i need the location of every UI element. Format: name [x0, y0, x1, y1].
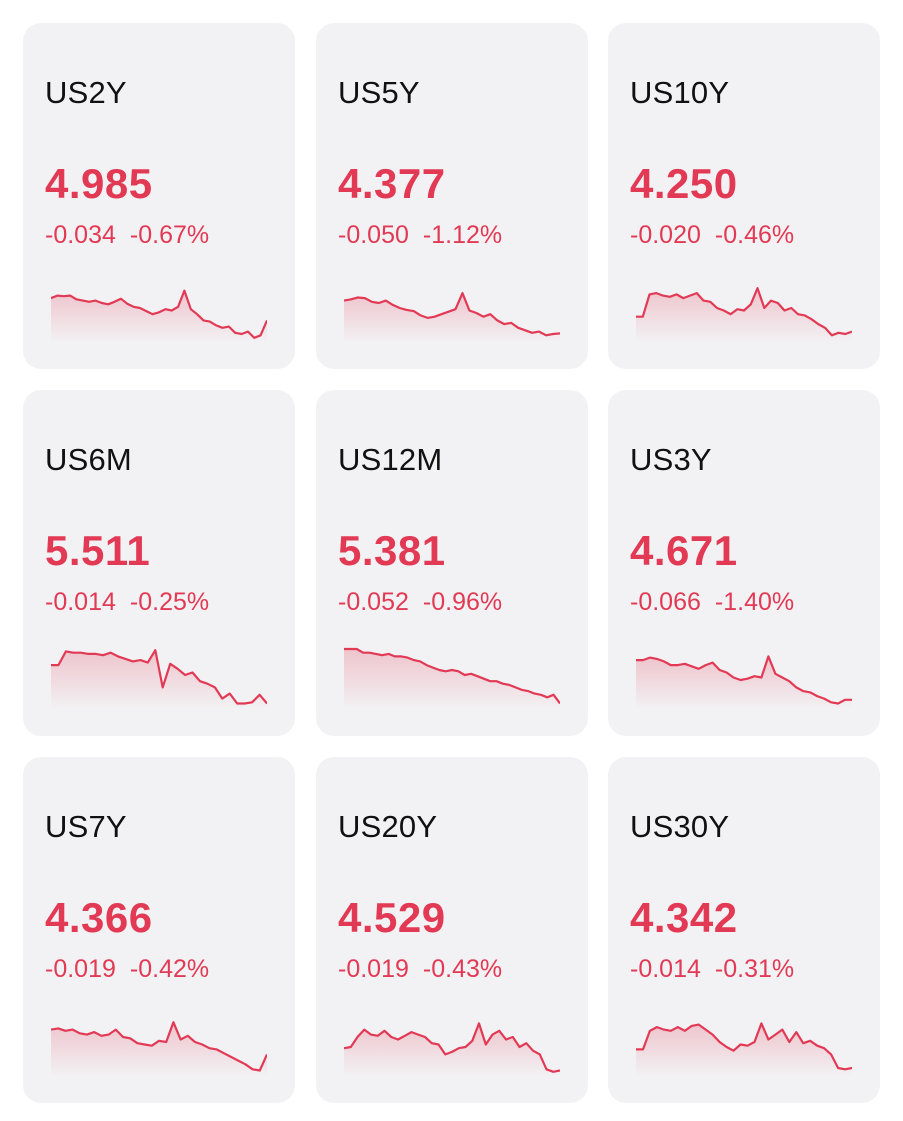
ticker-change: -0.020 — [630, 221, 701, 249]
sparkline-area — [636, 656, 852, 710]
sparkline-chart — [636, 287, 852, 343]
ticker-symbol: US2Y — [45, 75, 127, 110]
sparkline-chart — [636, 1022, 852, 1077]
ticker-change-pct: -1.40% — [714, 588, 795, 616]
ticker-change-pct: -0.96% — [422, 588, 503, 616]
ticker-changes: -0.034 -0.67% — [45, 221, 209, 250]
ticker-changes: -0.014 -0.25% — [45, 588, 209, 617]
ticker-change: -0.019 — [45, 955, 116, 983]
ticker-change: -0.019 — [338, 955, 409, 983]
ticker-change-pct: -0.42% — [129, 955, 210, 983]
ticker-change-pct: -0.67% — [129, 221, 210, 249]
sparkline-line — [636, 287, 852, 337]
ticker-price: 4.671 — [630, 527, 738, 574]
sparkline-line — [51, 649, 267, 705]
sparkline-chart — [51, 1021, 267, 1077]
ticker-price: 5.511 — [45, 527, 151, 574]
ticker-card-us2y[interactable]: US2Y 4.985 -0.034 -0.67% — [23, 23, 295, 369]
ticker-change-pct: -0.46% — [714, 221, 795, 249]
sparkline-area — [51, 1022, 267, 1077]
ticker-card-us20y[interactable]: US20Y 4.529 -0.019 -0.43% — [316, 757, 588, 1103]
ticker-price: 4.985 — [45, 160, 153, 207]
sparkline-line — [636, 1022, 852, 1071]
sparkline-line — [51, 289, 267, 339]
ticker-symbol: US12M — [338, 442, 443, 477]
ticker-card-us6m[interactable]: US6M 5.511 -0.014 -0.25% — [23, 390, 295, 736]
ticker-price: 4.366 — [45, 894, 153, 941]
ticker-changes: -0.020 -0.46% — [630, 221, 794, 250]
ticker-card-us12m[interactable]: US12M 5.381 -0.052 -0.96% — [316, 390, 588, 736]
sparkline-area — [51, 650, 267, 710]
sparkline-chart — [636, 655, 852, 710]
ticker-symbol: US7Y — [45, 809, 127, 844]
ticker-price: 5.381 — [338, 527, 446, 574]
ticker-card-us7y[interactable]: US7Y 4.366 -0.019 -0.42% — [23, 757, 295, 1103]
ticker-change-pct: -1.12% — [422, 221, 503, 249]
ticker-change-pct: -0.43% — [422, 955, 503, 983]
ticker-symbol: US10Y — [630, 75, 730, 110]
ticker-changes: -0.052 -0.96% — [338, 588, 502, 617]
ticker-symbol: US5Y — [338, 75, 420, 110]
sparkline-line — [344, 1022, 560, 1073]
ticker-change-pct: -0.31% — [714, 955, 795, 983]
sparkline-area — [344, 293, 560, 343]
ticker-symbol: US30Y — [630, 809, 730, 844]
sparkline-area — [344, 649, 560, 710]
ticker-price: 4.529 — [338, 894, 446, 941]
ticker-symbol: US6M — [45, 442, 132, 477]
sparkline-chart — [344, 1022, 560, 1077]
ticker-symbol: US20Y — [338, 809, 438, 844]
ticker-card-us3y[interactable]: US3Y 4.671 -0.066 -1.40% — [608, 390, 880, 736]
ticker-change: -0.034 — [45, 221, 116, 249]
ticker-changes: -0.014 -0.31% — [630, 955, 794, 984]
ticker-changes: -0.050 -1.12% — [338, 221, 502, 250]
sparkline-area — [636, 288, 852, 343]
sparkline-chart — [51, 289, 267, 343]
sparkline-chart — [344, 292, 560, 343]
ticker-change: -0.014 — [45, 588, 116, 616]
ticker-change: -0.052 — [338, 588, 409, 616]
sparkline-chart — [51, 649, 267, 710]
ticker-changes: -0.066 -1.40% — [630, 588, 794, 617]
sparkline-line — [51, 1021, 267, 1072]
ticker-price: 4.250 — [630, 160, 738, 207]
sparkline-area — [51, 290, 267, 343]
sparkline-area — [344, 1023, 560, 1077]
sparkline-line — [344, 292, 560, 337]
ticker-change: -0.014 — [630, 955, 701, 983]
ticker-price: 4.377 — [338, 160, 446, 207]
ticker-change: -0.066 — [630, 588, 701, 616]
sparkline-line — [344, 647, 560, 705]
sparkline-line — [636, 655, 852, 705]
ticker-symbol: US3Y — [630, 442, 712, 477]
ticker-change: -0.050 — [338, 221, 409, 249]
ticker-change-pct: -0.25% — [129, 588, 210, 616]
ticker-changes: -0.019 -0.42% — [45, 955, 209, 984]
sparkline-chart — [344, 647, 560, 710]
ticker-card-us5y[interactable]: US5Y 4.377 -0.050 -1.12% — [316, 23, 588, 369]
ticker-price: 4.342 — [630, 894, 738, 941]
ticker-card-us30y[interactable]: US30Y 4.342 -0.014 -0.31% — [608, 757, 880, 1103]
ticker-changes: -0.019 -0.43% — [338, 955, 502, 984]
ticker-card-us10y[interactable]: US10Y 4.250 -0.020 -0.46% — [608, 23, 880, 369]
